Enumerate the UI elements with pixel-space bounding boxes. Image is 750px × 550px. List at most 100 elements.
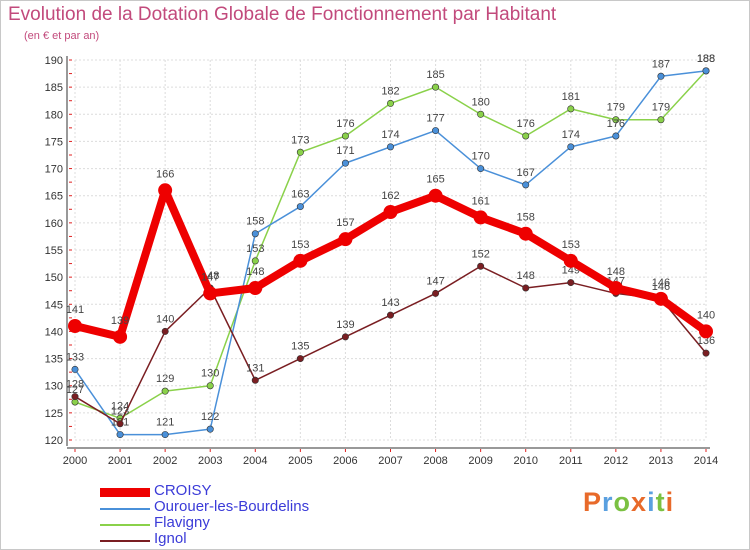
data-point-croisy [383,205,398,219]
data-label-ignol: 146 [652,281,670,293]
data-label-ignol: 123 [111,406,129,418]
data-label-flavigny: 180 [471,96,489,108]
data-label-flavigny: 124 [111,400,129,412]
x-tick-label: 2005 [288,455,312,467]
y-tick-label: 135 [45,354,63,366]
data-point-croisy [428,188,443,203]
x-tick-label: 2012 [604,455,628,467]
x-tick-label: 2013 [649,455,673,467]
logo-letter: t [655,487,666,517]
data-point-ourouer-les-bourdelins [612,132,620,140]
data-point-flavigny [161,387,169,395]
data-label-flavigny: 130 [201,368,219,380]
x-tick-label: 2009 [468,455,492,467]
data-point-flavigny [386,99,394,107]
data-point-croisy [203,286,218,301]
data-label-ourouer-les-bourdelins: 176 [607,118,625,130]
data-label-croisy: 147 [201,271,219,283]
data-point-flavigny [657,116,665,124]
y-tick-label: 160 [45,218,63,230]
legend-label-flavigny: Flavigny [154,514,210,531]
data-point-croisy [699,324,713,339]
x-tick-label: 2007 [378,455,402,467]
data-point-ourouer-les-bourdelins [657,72,665,80]
data-label-croisy: 165 [426,174,444,186]
data-label-croisy: 153 [562,239,580,251]
data-label-flavigny: 181 [562,91,580,103]
data-point-ignol [522,284,530,292]
data-label-ourouer-les-bourdelins: 133 [66,351,84,363]
data-label-ourouer-les-bourdelins: 122 [201,411,219,423]
legend-label-ignol: Ignol [154,530,187,547]
data-point-ourouer-les-bourdelins [296,203,304,211]
legend-label-croisy: CROISY [154,482,212,499]
data-label-flavigny: 182 [381,85,399,97]
logo-letter: i [647,487,656,517]
data-point-ourouer-les-bourdelins [206,425,214,433]
data-point-ourouer-les-bourdelins [386,143,394,151]
y-tick-label: 140 [45,326,63,338]
proxiti-logo: Proxiti [583,487,674,518]
data-label-ignol: 143 [381,297,399,309]
y-tick-label: 185 [45,82,63,94]
data-label-croisy: 148 [246,266,264,278]
data-label-ourouer-les-bourdelins: 188 [697,53,715,65]
logo-letter: P [583,487,603,517]
x-tick-label: 2004 [243,455,267,467]
data-label-croisy: 139 [111,315,129,327]
data-label-ignol: 139 [336,319,354,331]
data-point-flavigny [522,132,530,140]
chart-subtitle: (en € et par an) [24,30,100,42]
x-tick-label: 2014 [694,455,718,467]
data-point-ourouer-les-bourdelins [432,127,440,135]
x-tick-label: 2000 [63,455,87,467]
data-label-flavigny: 129 [156,373,174,385]
data-point-flavigny [567,105,575,113]
logo-letter: r [602,487,614,517]
data-point-croisy [608,281,623,295]
data-label-flavigny: 185 [426,69,444,81]
x-tick-label: 2003 [198,455,222,467]
y-tick-label: 130 [45,381,63,393]
data-point-ourouer-les-bourdelins [71,365,79,373]
data-label-flavigny: 176 [517,118,535,130]
data-point-ignol [477,262,485,270]
y-tick-label: 125 [45,408,63,420]
x-tick-label: 2008 [423,455,447,467]
y-tick-label: 180 [45,109,63,121]
data-point-croisy [293,253,308,268]
data-point-ignol [386,311,394,319]
data-label-croisy: 140 [697,309,715,321]
data-point-croisy [113,329,128,344]
logo-letter: o [613,487,632,517]
data-label-croisy: 148 [607,266,625,278]
data-label-ourouer-les-bourdelins: 158 [246,216,264,228]
x-tick-label: 2010 [513,455,537,467]
x-tick-label: 2001 [108,455,132,467]
data-point-flavigny [206,382,214,390]
y-tick-label: 165 [45,191,63,203]
legend-swatch-flavigny [100,524,150,526]
data-point-croisy [338,232,353,247]
y-tick-label: 175 [45,136,63,148]
y-tick-label: 120 [45,435,63,447]
data-label-ignol: 131 [246,362,264,374]
data-point-ignol [251,376,259,384]
data-label-ourouer-les-bourdelins: 171 [336,145,354,157]
data-label-ignol: 147 [426,275,444,287]
logo-letter: x [631,487,648,517]
data-label-ignol: 135 [291,341,309,353]
data-label-ourouer-les-bourdelins: 177 [426,113,444,125]
legend-swatch-ourouer [100,508,150,510]
data-point-ourouer-les-bourdelins [567,143,575,151]
y-tick-label: 150 [45,272,63,284]
data-label-flavigny: 176 [336,118,354,130]
data-point-ourouer-les-bourdelins [477,165,485,173]
data-point-ourouer-les-bourdelins [116,431,124,439]
data-label-ourouer-les-bourdelins: 167 [517,167,535,179]
data-label-ourouer-les-bourdelins: 187 [652,58,670,70]
data-point-ourouer-les-bourdelins [161,431,169,439]
data-label-ourouer-les-bourdelins: 163 [291,189,309,201]
x-tick-label: 2002 [153,455,177,467]
